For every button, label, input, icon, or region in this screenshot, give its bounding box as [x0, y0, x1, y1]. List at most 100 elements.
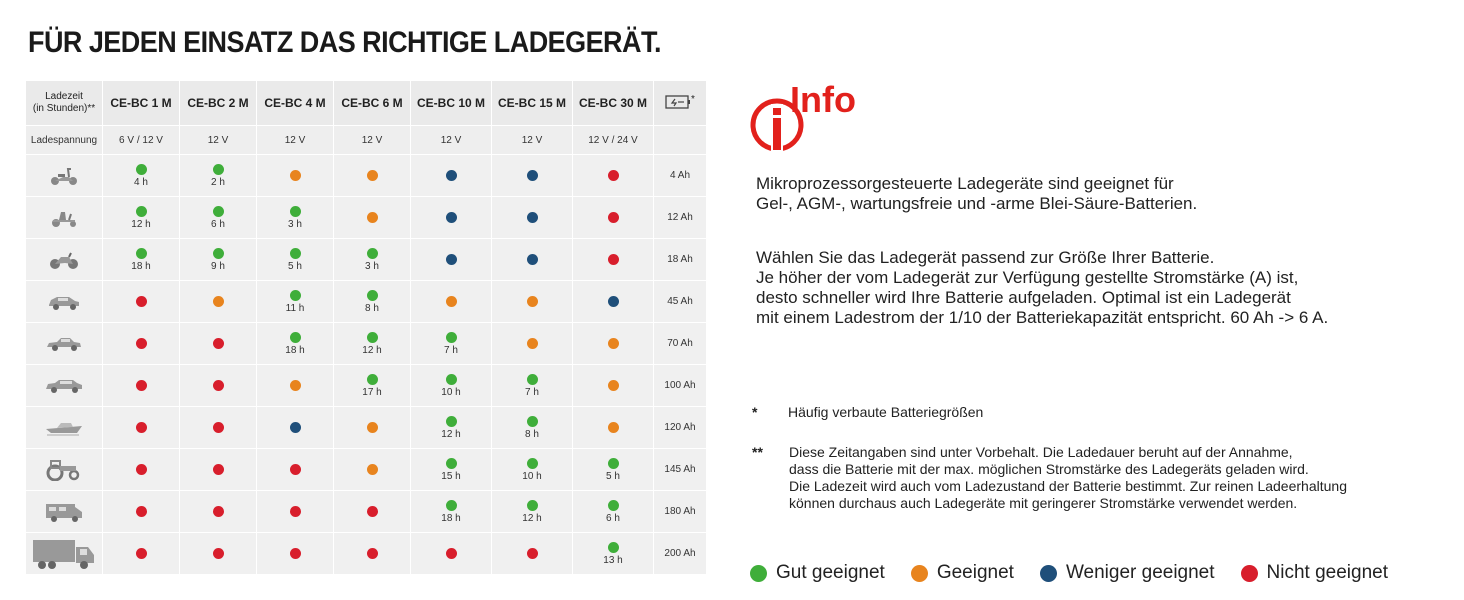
rating-dot-nicht — [135, 464, 147, 475]
rating-dot-nicht — [607, 212, 619, 223]
rating-dot-weniger — [526, 212, 538, 223]
table-row: 18 h 12 h 6 h 180 Ah — [26, 491, 706, 532]
rating-dot-nicht — [135, 548, 147, 559]
info-line: Wählen Sie das Ladegerät passend zur Grö… — [756, 248, 1215, 267]
rating-cell: 18 h — [257, 323, 333, 364]
page-title: FÜR JEDEN EINSATZ DAS RICHTIGE LADEGERÄT… — [28, 26, 661, 59]
rating-dot-geeignet — [212, 296, 224, 307]
truck-icon — [26, 538, 102, 570]
rating-dot-nicht — [289, 464, 301, 475]
motorcycle-icon — [26, 250, 102, 270]
rating-dot-gut — [366, 373, 378, 385]
rating-dot-geeignet — [289, 170, 301, 181]
rating-dot-geeignet — [366, 170, 378, 181]
rating-dot-geeignet — [607, 380, 619, 391]
charge-time: 4 h — [134, 176, 148, 188]
vehicle-cell — [26, 407, 102, 448]
voltage-cell: 12 V — [492, 126, 572, 154]
rating-cell — [103, 365, 179, 406]
voltage-cell: 12 V — [180, 126, 256, 154]
table-row: 11 h 8 h 45 Ah — [26, 281, 706, 322]
rating-cell — [103, 449, 179, 490]
table-row: 18 h 12 h 7 h 70 Ah — [26, 323, 706, 364]
footnote-mark: ** — [752, 444, 763, 460]
battery-capacity: 145 Ah — [654, 449, 706, 490]
rating-cell: 7 h — [411, 323, 491, 364]
battery-capacity: 100 Ah — [654, 365, 706, 406]
rating-cell — [103, 407, 179, 448]
rating-cell: 3 h — [257, 197, 333, 238]
rating-cell — [492, 239, 572, 280]
rating-cell: 12 h — [334, 323, 410, 364]
rating-dot-nicht — [135, 422, 147, 433]
rating-cell — [180, 533, 256, 574]
rating-cell: 12 h — [103, 197, 179, 238]
column-header: CE-BC 10 M — [411, 81, 491, 125]
charge-time: 7 h — [525, 386, 539, 398]
legend-label: Weniger geeignet — [1065, 562, 1215, 583]
rating-dot-gut — [445, 457, 457, 469]
battery-capacity: 45 Ah — [654, 281, 706, 322]
voltage-label: Ladespannung — [26, 126, 102, 154]
tractor-icon — [26, 459, 102, 481]
vehicle-cell — [26, 155, 102, 196]
footnote-2: ** Diese Zeitangaben sind unter Vorbehal… — [752, 444, 1347, 511]
rating-cell — [411, 197, 491, 238]
rating-dot-geeignet — [607, 422, 619, 433]
charge-time: 18 h — [131, 260, 151, 272]
ladezeit-unit-label: (in Stunden)** — [32, 103, 96, 114]
footnote-line: können durchaus auch Ladegeräte mit geri… — [789, 495, 1298, 511]
vehicle-cell — [26, 449, 102, 490]
sedan-icon — [26, 335, 102, 353]
rating-cell — [573, 323, 653, 364]
rating-cell — [103, 533, 179, 574]
legend-label: Gut geeignet — [776, 562, 885, 583]
rating-cell — [334, 407, 410, 448]
charge-time: 13 h — [603, 554, 623, 566]
battery-capacity: 70 Ah — [654, 323, 706, 364]
voltage-cell: 6 V / 12 V — [103, 126, 179, 154]
charge-time: 15 h — [441, 470, 461, 482]
rating-dot-weniger — [289, 422, 301, 433]
rating-cell: 12 h — [492, 491, 572, 532]
column-header: CE-BC 15 M — [492, 81, 572, 125]
rating-dot-geeignet — [526, 296, 538, 307]
rating-dot-nicht — [212, 380, 224, 391]
charge-time: 2 h — [211, 176, 225, 188]
rating-cell: 6 h — [573, 491, 653, 532]
rating-cell — [411, 155, 491, 196]
rating-dot-nicht — [445, 548, 457, 559]
rating-dot-nicht — [289, 506, 301, 517]
rating-dot-gut — [135, 205, 147, 217]
rating-dot-nicht — [212, 464, 224, 475]
rating-dot-gut — [289, 331, 301, 343]
table-row: 4 h 2 h 4 Ah — [26, 155, 706, 196]
rating-cell: 3 h — [334, 239, 410, 280]
table-row: 12 h 6 h 3 h 12 Ah — [26, 197, 706, 238]
rating-cell: 18 h — [411, 491, 491, 532]
charge-time: 12 h — [522, 512, 542, 524]
rating-dot-gut — [135, 247, 147, 259]
rating-dot-gut — [607, 541, 619, 553]
battery-capacity: 4 Ah — [654, 155, 706, 196]
column-header: CE-BC 4 M — [257, 81, 333, 125]
rating-dot-gut — [445, 499, 457, 511]
battery-capacity: 200 Ah — [654, 533, 706, 574]
ladezeit-header: Ladezeit (in Stunden)** — [26, 81, 102, 125]
header-row: Ladezeit (in Stunden)** CE-BC 1 M CE-BC … — [26, 81, 706, 125]
ladezeit-label: Ladezeit — [45, 91, 83, 102]
rating-cell — [334, 197, 410, 238]
charge-time: 10 h — [441, 386, 461, 398]
charge-time: 12 h — [362, 344, 382, 356]
rating-dot-gut — [289, 289, 301, 301]
rating-cell — [257, 491, 333, 532]
table-row: 15 h 10 h 5 h 145 Ah — [26, 449, 706, 490]
rating-cell — [411, 281, 491, 322]
vehicle-cell — [26, 281, 102, 322]
info-line: mit einem Ladestrom der 1/10 der Batteri… — [756, 308, 1329, 327]
vehicle-cell — [26, 323, 102, 364]
legend-item-geeignet: Geeignet — [910, 562, 1014, 584]
legend-item-weniger: Weniger geeignet — [1039, 562, 1215, 584]
battery-capacity: 18 Ah — [654, 239, 706, 280]
rating-dot-gut — [366, 331, 378, 343]
